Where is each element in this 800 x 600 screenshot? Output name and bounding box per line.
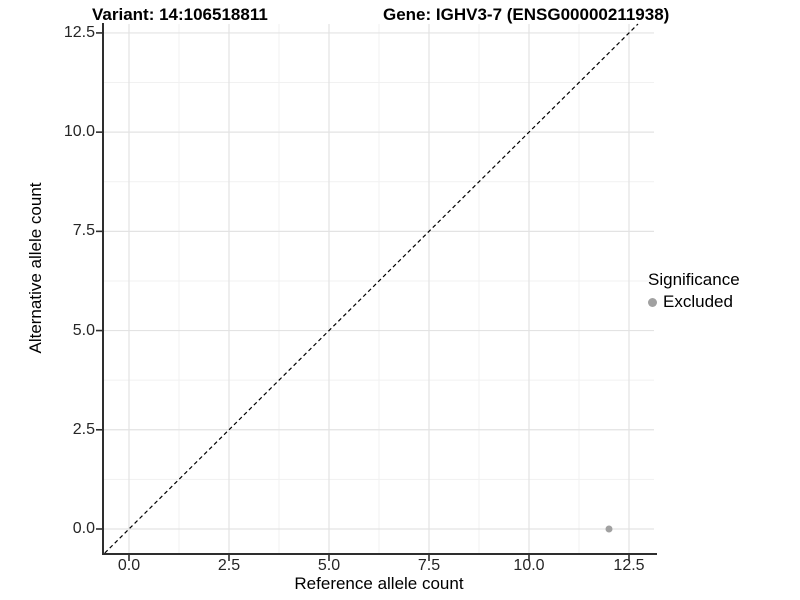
y-tick-label: 2.5 [72, 420, 95, 438]
x-axis-title: Reference allele count [294, 574, 464, 593]
x-tick-label: 5.0 [317, 557, 341, 574]
x-tick-label: 0.0 [117, 557, 141, 574]
x-tick-label: 12.5 [613, 557, 645, 574]
y-tick-label: 12.5 [63, 23, 95, 41]
y-tick-label: 10.0 [63, 123, 95, 141]
y-tick-label: 5.0 [72, 321, 95, 339]
legend-item-label: Excluded [663, 292, 733, 311]
identity-reference-line [104, 23, 639, 554]
legend-point-icon [648, 297, 657, 307]
x-tick-label: 10.0 [513, 557, 545, 574]
legend-title: Significance [648, 270, 740, 289]
plot-title-variant: Variant: 14:106518811 [92, 5, 268, 24]
y-tick-label: 0.0 [72, 519, 95, 537]
plot-title-gene: Gene: IGHV3-7 (ENSG00000211938) [383, 5, 670, 24]
y-tick-label: 7.5 [72, 222, 95, 240]
x-tick-label: 7.5 [417, 557, 441, 574]
legend-item-excluded: Excluded [648, 292, 740, 312]
data-point-excluded [605, 525, 613, 533]
x-tick-label: 2.5 [217, 557, 241, 574]
legend: Significance Excluded [648, 270, 740, 312]
